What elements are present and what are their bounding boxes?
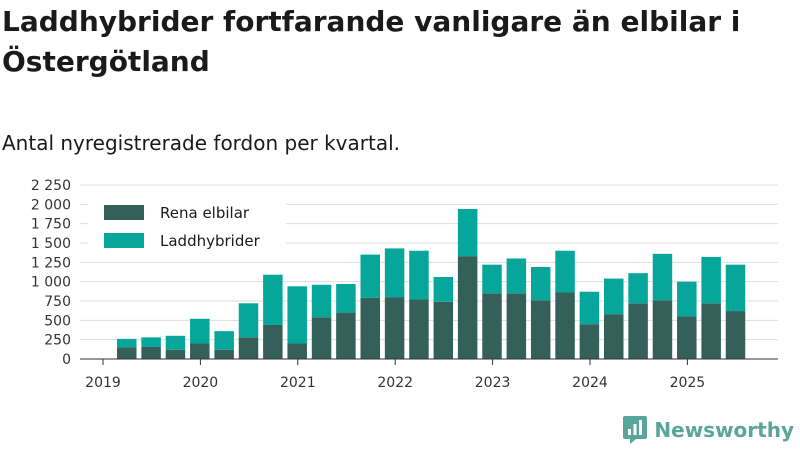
chart-title: Laddhybrider fortfarande vanligare än el… <box>2 5 741 78</box>
bar-laddhybrider <box>555 250 575 293</box>
bar-laddhybrider <box>384 248 405 298</box>
y-tick-label: 0 <box>62 352 71 368</box>
bar-laddhybrider <box>117 338 137 348</box>
bar-laddhybrider <box>701 256 721 304</box>
legend: Rena elbilar Laddhybrider <box>88 194 286 254</box>
bar-rena-elbilar <box>725 311 746 359</box>
bar-laddhybrider <box>238 303 259 338</box>
x-tick-label: 2021 <box>280 375 316 391</box>
y-tick-label: 250 <box>44 333 71 349</box>
y-tick-label: 1 250 <box>31 255 71 271</box>
bar-laddhybrider <box>482 264 502 294</box>
y-tick-label: 2 250 <box>31 178 71 194</box>
bar-laddhybrider <box>409 250 429 300</box>
bar-laddhybrider <box>579 291 600 325</box>
newsworthy-logo-icon <box>623 416 648 444</box>
bar-rena-elbilar <box>530 300 551 359</box>
newsworthy-brand: Newsworthy <box>622 414 794 446</box>
x-axis-labels: 2019 2020 2021 2022 2023 2024 2025 <box>85 359 705 391</box>
legend-label-rena-elbilar: Rena elbilar <box>160 204 250 222</box>
bar-laddhybrider <box>677 281 697 317</box>
bar-laddhybrider <box>457 208 478 257</box>
y-tick-label: 2 000 <box>31 197 71 213</box>
legend-swatch-laddhybrider <box>104 233 144 248</box>
x-tick-label: 2023 <box>475 375 511 391</box>
bar-laddhybrider <box>604 278 624 315</box>
bar-laddhybrider <box>360 254 380 298</box>
bar-laddhybrider <box>214 331 234 350</box>
bar-rena-elbilar <box>555 292 575 359</box>
bar-rena-elbilar <box>141 346 161 359</box>
bars <box>117 208 746 359</box>
bar-laddhybrider <box>433 277 454 302</box>
y-tick-label: 1 000 <box>31 275 71 291</box>
bar-laddhybrider <box>725 264 746 312</box>
bar-laddhybrider <box>652 253 673 301</box>
bar-laddhybrider <box>287 286 307 344</box>
bar-rena-elbilar <box>287 343 307 359</box>
bar-rena-elbilar <box>190 343 210 359</box>
x-tick-label: 2020 <box>183 375 219 391</box>
bar-rena-elbilar <box>677 316 697 359</box>
bar-rena-elbilar <box>409 299 429 359</box>
bar-rena-elbilar <box>482 293 502 359</box>
bar-rena-elbilar <box>117 347 137 359</box>
y-axis-labels: 0 250 500 750 1 000 1 250 1 500 1 750 2 000 2 250 <box>31 178 71 368</box>
x-tick-label: 2025 <box>670 375 706 391</box>
y-tick-label: 1 750 <box>31 217 71 233</box>
bar-laddhybrider <box>336 283 356 313</box>
bar-laddhybrider <box>263 274 283 325</box>
bar-laddhybrider <box>190 318 210 344</box>
y-tick-label: 1 500 <box>31 236 71 252</box>
bar-rena-elbilar <box>701 303 721 359</box>
bar-rena-elbilar <box>506 293 527 359</box>
bar-rena-elbilar <box>457 256 478 359</box>
bar-rena-elbilar <box>384 297 405 359</box>
bar-laddhybrider <box>141 337 161 347</box>
bar-laddhybrider <box>530 266 551 301</box>
bar-rena-elbilar <box>652 300 673 359</box>
bar-laddhybrider <box>628 273 648 304</box>
x-tick-label: 2019 <box>85 375 121 391</box>
legend-swatch-rena-elbilar <box>104 205 144 220</box>
bar-rena-elbilar <box>263 324 283 359</box>
bar-laddhybrider <box>311 284 332 318</box>
x-tick-label: 2024 <box>572 375 608 391</box>
bar-rena-elbilar <box>628 303 648 359</box>
legend-label-laddhybrider: Laddhybrider <box>160 232 261 250</box>
bar-rena-elbilar <box>238 337 259 359</box>
brand-name: Newsworthy <box>654 418 794 442</box>
bar-rena-elbilar <box>579 324 600 359</box>
bar-rena-elbilar <box>311 317 332 359</box>
y-tick-label: 500 <box>44 313 71 329</box>
bar-rena-elbilar <box>360 297 380 359</box>
bar-rena-elbilar <box>336 312 356 359</box>
x-tick-label: 2022 <box>377 375 413 391</box>
bar-rena-elbilar <box>604 314 624 359</box>
bar-laddhybrider <box>506 258 527 294</box>
chart-subtitle: Antal nyregistrerade fordon per kvartal. <box>2 131 401 155</box>
y-tick-label: 750 <box>44 294 71 310</box>
bar-rena-elbilar <box>433 301 454 359</box>
bar-rena-elbilar <box>165 349 186 359</box>
bar-rena-elbilar <box>214 349 234 359</box>
bar-laddhybrider <box>165 335 186 350</box>
